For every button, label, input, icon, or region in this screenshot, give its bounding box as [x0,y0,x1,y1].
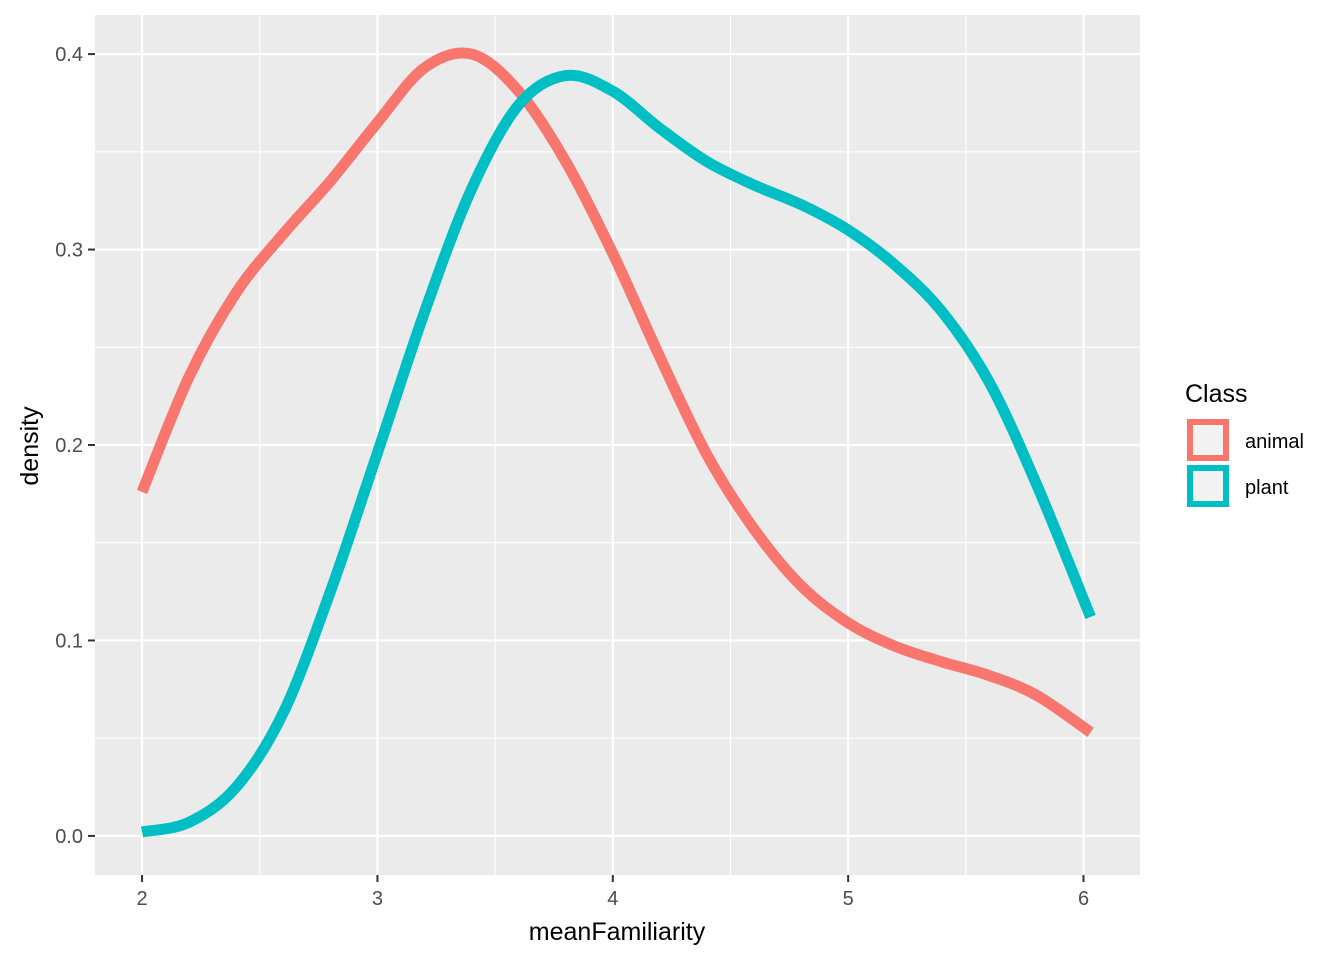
y-axis: 0.0 0.1 0.2 0.3 0.4 [55,44,95,848]
y-axis-title: density [16,406,44,486]
y-tick-label: 0.2 [55,435,83,457]
y-tick-label: 0.3 [55,240,83,262]
legend-key-animal [1187,419,1229,461]
x-tick-label: 5 [843,888,854,910]
y-tick-label: 0.1 [55,630,83,652]
x-tick-label: 2 [137,888,148,910]
x-tick-label: 4 [607,888,618,910]
x-axis: 2 3 4 5 6 [137,875,1089,910]
legend-items: animal plant [1187,419,1304,507]
series-layer [136,47,1096,838]
density-line-plant [140,69,1096,838]
y-tick-label: 0.4 [55,44,83,66]
legend: Class animal plant [1185,380,1304,507]
legend-key-plant [1187,465,1229,507]
legend-key-bg [1190,468,1226,504]
y-tick-label: 0.0 [55,826,83,848]
x-axis-title: meanFamiliarity [529,918,706,946]
legend-label-animal: animal [1245,431,1304,453]
legend-title: Class [1185,380,1248,408]
legend-key-bg [1190,422,1226,458]
legend-label-plant: plant [1245,477,1289,499]
x-tick-label: 3 [372,888,383,910]
density-line-animal [136,47,1094,737]
x-tick-label: 6 [1078,888,1089,910]
